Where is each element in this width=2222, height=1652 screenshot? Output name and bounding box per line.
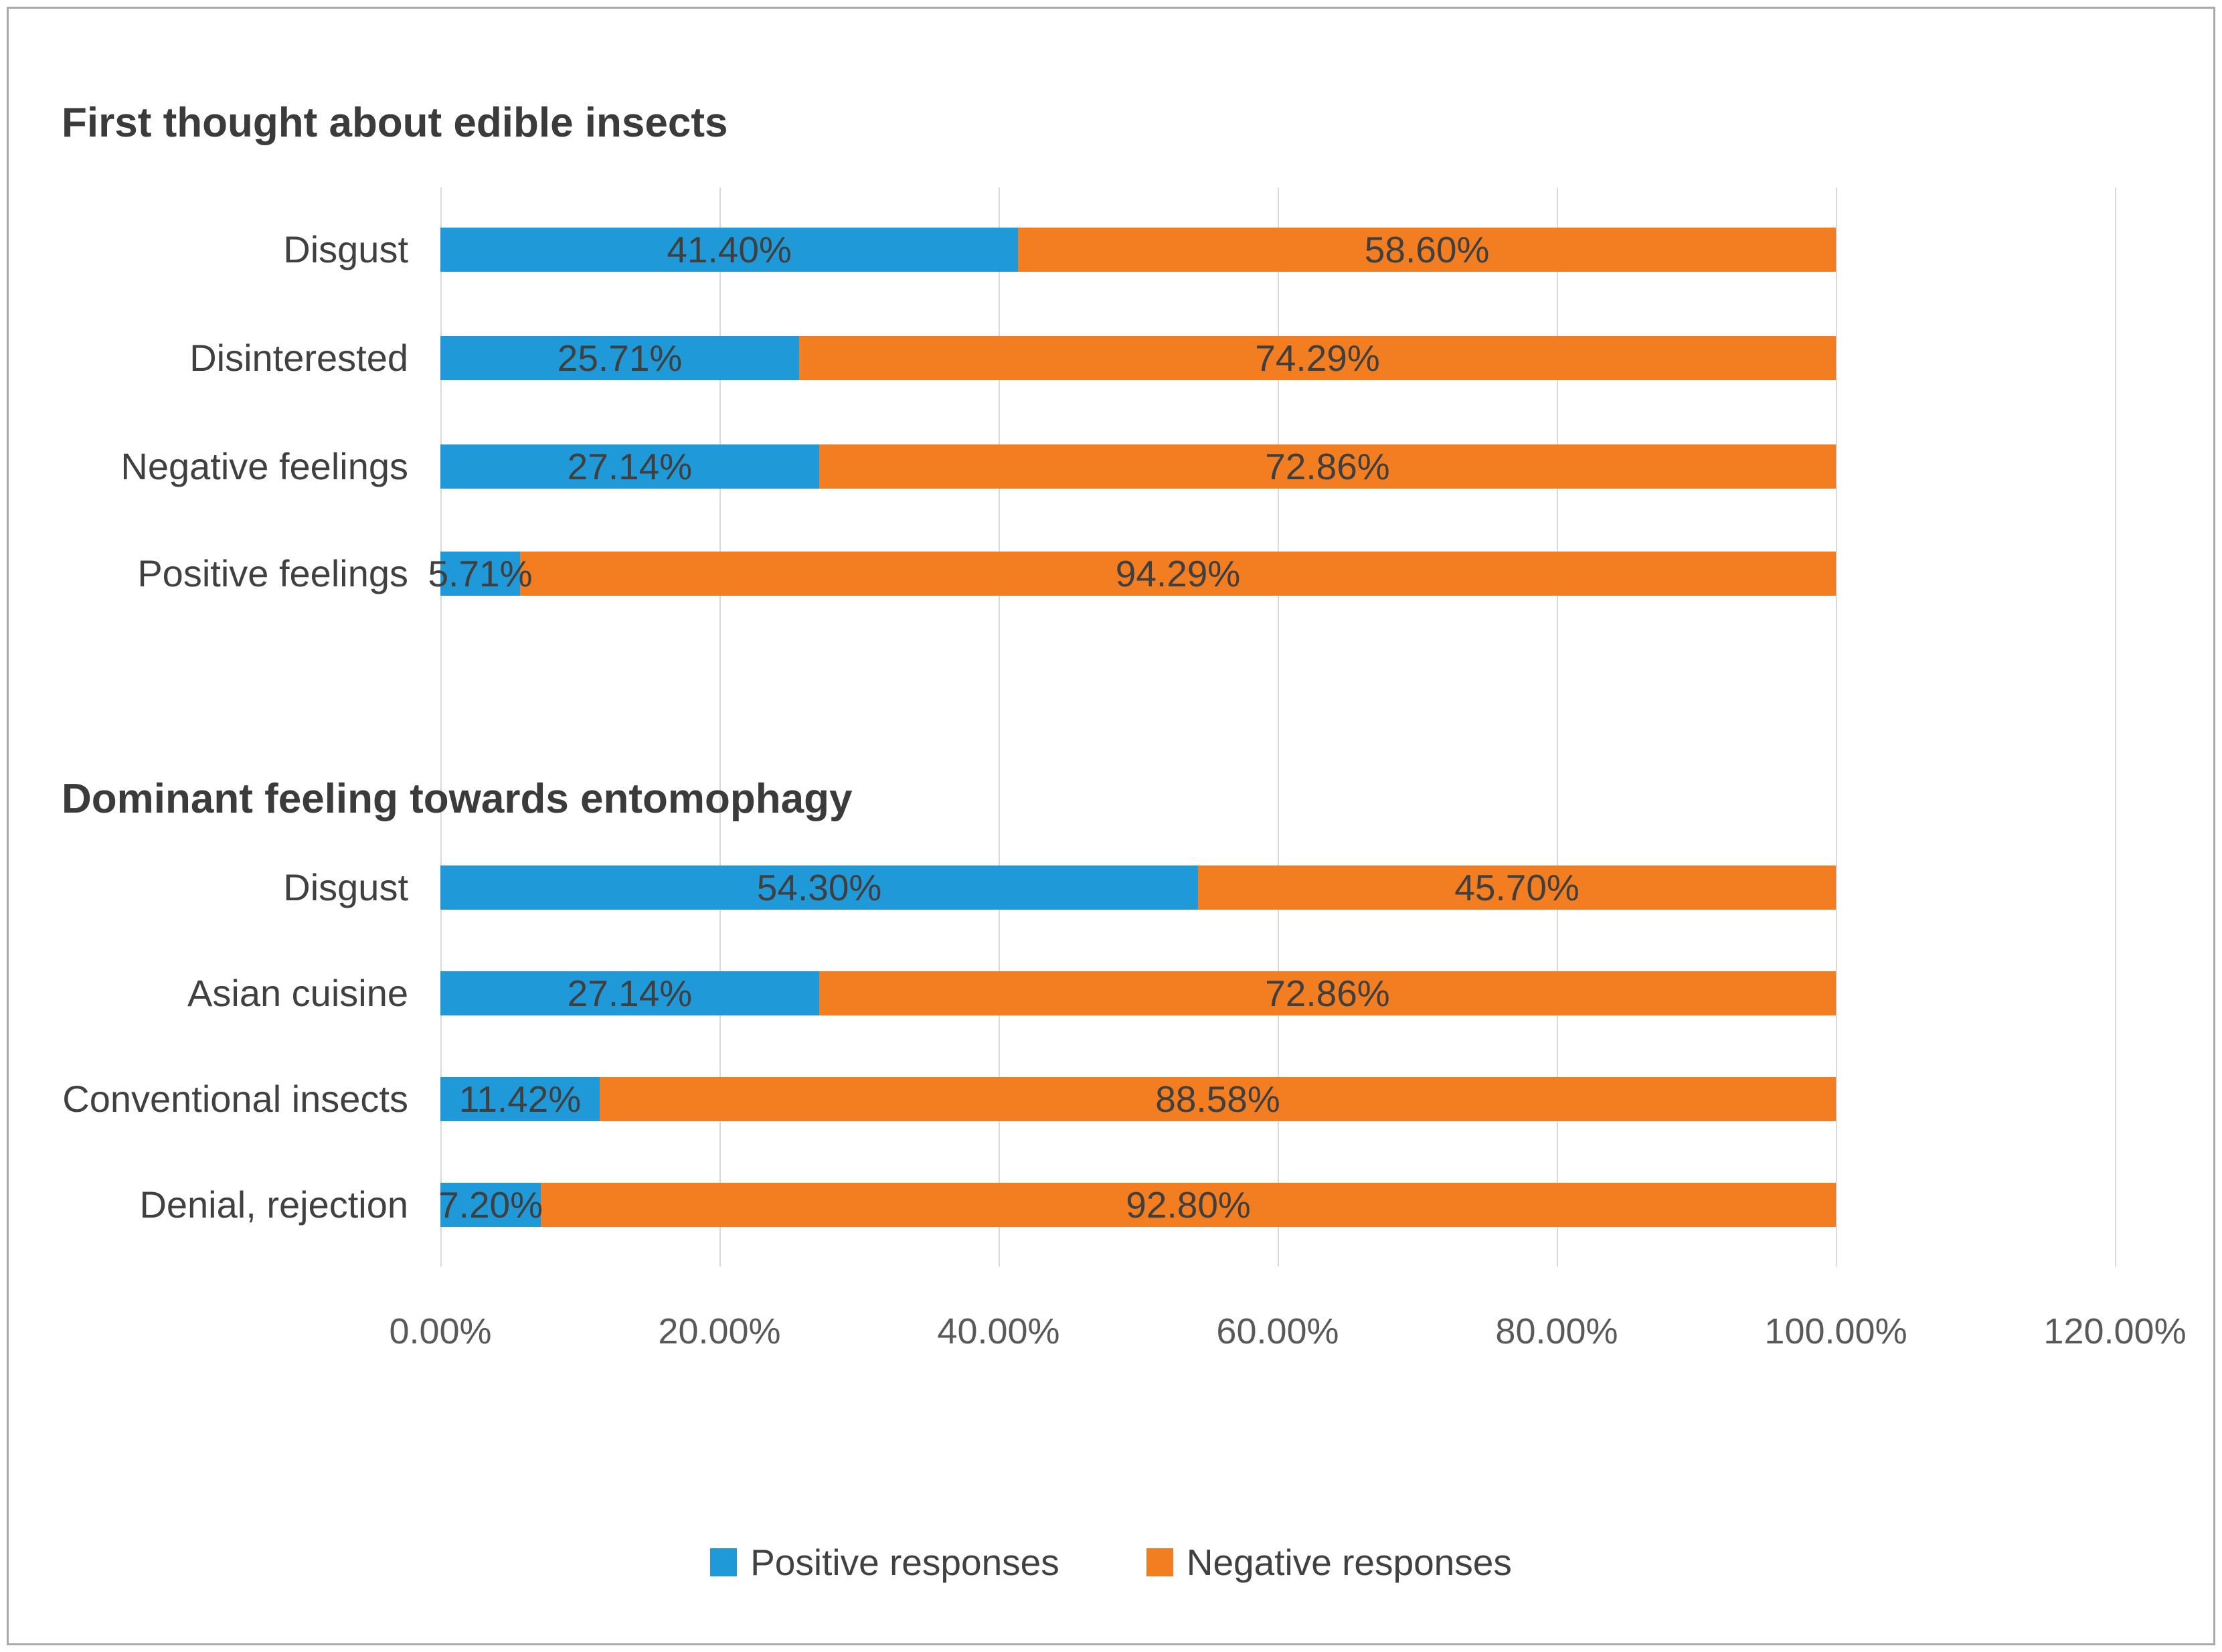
positive-segment: 54.30% — [440, 865, 1199, 910]
bar-value-label: 72.86% — [1265, 973, 1390, 1014]
bar-value-label: 74.29% — [1255, 337, 1380, 379]
category-label: Denial, rejection — [139, 1183, 408, 1226]
positive-segment: 27.14% — [440, 971, 819, 1015]
gridline — [2115, 187, 2116, 1266]
category-label: Conventional insects — [62, 1078, 408, 1120]
positive-segment: 41.40% — [440, 228, 1019, 272]
bar-row: 27.14% 72.86% — [440, 971, 1836, 1015]
legend-label-positive: Positive responses — [750, 1542, 1059, 1583]
negative-segment: 92.80% — [541, 1183, 1836, 1227]
bar-value-label: 54.30% — [756, 867, 882, 908]
positive-segment: 11.42% — [440, 1077, 600, 1121]
bar-value-label: 11.42% — [458, 1078, 582, 1120]
x-axis-tick-label: 120.00% — [2043, 1311, 2187, 1351]
x-axis-tick-label: 80.00% — [1495, 1311, 1618, 1351]
category-label: Negative feelings — [120, 445, 408, 487]
positive-segment: 5.71% — [428, 552, 532, 596]
category-label: Positive feelings — [137, 552, 408, 594]
negative-segment: 72.86% — [819, 971, 1836, 1015]
legend-label-negative: Negative responses — [1186, 1542, 1512, 1583]
group-title-dominant-feeling: Dominant feeling towards entomophagy — [62, 776, 853, 822]
bar-value-label: 72.86% — [1265, 446, 1390, 487]
bar-value-label: 94.29% — [1115, 553, 1241, 594]
legend: Positive responses Negative responses — [0, 1541, 2222, 1584]
group-title-first-thought: First thought about edible insects — [62, 100, 728, 146]
negative-segment: 94.29% — [520, 552, 1836, 596]
bar-value-label: 27.14% — [567, 446, 693, 487]
bar-value-label: 88.58% — [1155, 1078, 1280, 1120]
positive-segment: 7.20% — [438, 1183, 543, 1227]
gridline — [999, 187, 1000, 1266]
gridline — [440, 187, 442, 1266]
legend-item-positive: Positive responses — [710, 1541, 1059, 1584]
negative-segment: 88.58% — [600, 1077, 1836, 1121]
negative-segment: 74.29% — [799, 336, 1836, 380]
gridline — [1278, 187, 1279, 1266]
x-axis-tick-label: 0.00% — [389, 1311, 492, 1351]
bar-value-label: 27.14% — [567, 973, 693, 1014]
bar-row: 11.42% 88.58% — [440, 1077, 1836, 1121]
category-label: Disinterested — [189, 337, 408, 379]
negative-segment: 72.86% — [819, 444, 1836, 489]
bar-row: 54.30% 45.70% — [440, 865, 1836, 910]
bar-value-label: 7.20% — [438, 1184, 543, 1226]
negative-series-swatch-icon — [1146, 1548, 1173, 1576]
bar-value-label: 41.40% — [667, 229, 792, 270]
category-label: Disgust — [283, 228, 408, 270]
bar-row: 41.40% 58.60% — [440, 228, 1836, 272]
x-axis-tick-label: 20.00% — [658, 1311, 781, 1351]
gridline — [719, 187, 721, 1266]
negative-segment: 58.60% — [1018, 228, 1836, 272]
category-label: Disgust — [283, 866, 408, 908]
bar-row: 27.14% 72.86% — [440, 444, 1836, 489]
bar-value-label: 45.70% — [1454, 867, 1579, 908]
category-label: Asian cuisine — [187, 972, 408, 1014]
bar-value-label: 5.71% — [428, 553, 533, 594]
x-axis-tick-label: 40.00% — [937, 1311, 1060, 1351]
figure-border — [7, 7, 2215, 1645]
bar-row: 7.20% 92.80% — [438, 1183, 1836, 1227]
x-axis-tick-label: 60.00% — [1216, 1311, 1339, 1351]
gridline — [1836, 187, 1837, 1266]
bar-value-label: 58.60% — [1364, 229, 1490, 270]
bar-row: 5.71% 94.29% — [428, 552, 1836, 596]
bar-value-label: 92.80% — [1126, 1184, 1251, 1226]
bar-row: 25.71% 74.29% — [440, 336, 1836, 380]
positive-segment: 25.71% — [440, 336, 800, 380]
gridline — [1557, 187, 1558, 1266]
legend-item-negative: Negative responses — [1146, 1541, 1512, 1584]
negative-segment: 45.70% — [1198, 865, 1836, 910]
positive-series-swatch-icon — [710, 1548, 738, 1576]
positive-segment: 27.14% — [440, 444, 819, 489]
x-axis-tick-label: 100.00% — [1764, 1311, 1907, 1351]
bar-value-label: 25.71% — [557, 337, 683, 379]
